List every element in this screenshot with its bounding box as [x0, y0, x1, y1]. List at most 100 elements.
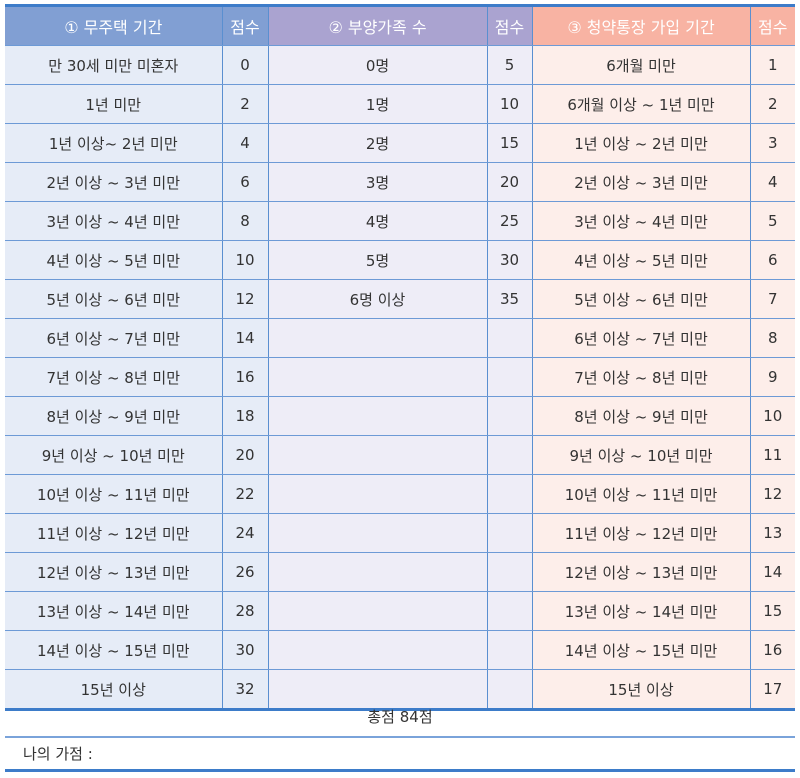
dependents-cell	[267, 591, 488, 631]
dependents-cell	[267, 474, 488, 514]
homeless-period-cell: 4년 이상 ~ 5년 미만	[5, 240, 223, 280]
dependents-cell: 3명	[267, 162, 488, 202]
homeless-period-cell: 13년 이상 ~ 14년 미만	[5, 591, 223, 631]
subscription-score-cell: 1	[749, 45, 795, 85]
dependents-cell: 0명	[267, 45, 488, 85]
homeless-score-cell: 14	[221, 318, 269, 358]
subscription-period-cell: 5년 이상 ~ 6년 미만	[531, 279, 751, 319]
table-row: 5년 이상 ~ 6년 미만 12 6명 이상 35 5년 이상 ~ 6년 미만 7	[5, 279, 795, 319]
dependents-cell: 5명	[267, 240, 488, 280]
homeless-period-cell: 10년 이상 ~ 11년 미만	[5, 474, 223, 514]
homeless-period-cell: 11년 이상 ~ 12년 미만	[5, 513, 223, 553]
table-row: 3년 이상 ~ 4년 미만 8 4명 25 3년 이상 ~ 4년 미만 5	[5, 201, 795, 241]
dependents-score-cell	[486, 435, 533, 475]
dependents-cell: 4명	[267, 201, 488, 241]
subscription-score-cell: 7	[749, 279, 795, 319]
homeless-score-cell: 20	[221, 435, 269, 475]
homeless-score-cell: 26	[221, 552, 269, 592]
table-row: 11년 이상 ~ 12년 미만 24 11년 이상 ~ 12년 미만 13	[5, 513, 795, 553]
subscription-score-cell: 3	[749, 123, 795, 163]
dependents-cell	[267, 513, 488, 553]
subscription-period-cell: 12년 이상 ~ 13년 미만	[531, 552, 751, 592]
table-row: 12년 이상 ~ 13년 미만 26 12년 이상 ~ 13년 미만 14	[5, 552, 795, 592]
subscription-score-cell: 9	[749, 357, 795, 397]
subscription-score-cell: 15	[749, 591, 795, 631]
homeless-score-cell: 16	[221, 357, 269, 397]
homeless-score-cell: 4	[221, 123, 269, 163]
table-row: 9년 이상 ~ 10년 미만 20 9년 이상 ~ 10년 미만 11	[5, 435, 795, 475]
subscription-score-cell: 11	[749, 435, 795, 475]
subscription-score-cell: 5	[749, 201, 795, 241]
table-row: 6년 이상 ~ 7년 미만 14 6년 이상 ~ 7년 미만 8	[5, 318, 795, 358]
homeless-period-cell: 8년 이상 ~ 9년 미만	[5, 396, 223, 436]
homeless-period-cell: 1년 미만	[5, 84, 223, 124]
homeless-period-cell: 6년 이상 ~ 7년 미만	[5, 318, 223, 358]
dependents-cell	[267, 669, 488, 711]
table-row: 13년 이상 ~ 14년 미만 28 13년 이상 ~ 14년 미만 15	[5, 591, 795, 631]
dependents-cell	[267, 552, 488, 592]
score-table: ① 무주택 기간 점수 ② 부양가족 수 점수 ③ 청약통장 가입 기간 점수 …	[5, 4, 795, 711]
subscription-period-cell: 8년 이상 ~ 9년 미만	[531, 396, 751, 436]
header-row: ① 무주택 기간 점수 ② 부양가족 수 점수 ③ 청약통장 가입 기간 점수	[5, 4, 795, 46]
dependents-score-cell	[486, 630, 533, 670]
homeless-score-cell: 10	[221, 240, 269, 280]
subscription-period-cell: 15년 이상	[531, 669, 751, 711]
subscription-period-cell: 4년 이상 ~ 5년 미만	[531, 240, 751, 280]
subscription-period-cell: 13년 이상 ~ 14년 미만	[531, 591, 751, 631]
dependents-score-cell: 25	[486, 201, 533, 241]
dependents-score-cell: 5	[486, 45, 533, 85]
dependents-score-cell: 30	[486, 240, 533, 280]
dependents-score-cell: 10	[486, 84, 533, 124]
homeless-score-cell: 28	[221, 591, 269, 631]
dependents-score-cell	[486, 318, 533, 358]
subscription-score-cell: 4	[749, 162, 795, 202]
homeless-period-cell: 12년 이상 ~ 13년 미만	[5, 552, 223, 592]
dependents-score-cell	[486, 513, 533, 553]
header-subscription-period: ③ 청약통장 가입 기간	[531, 4, 751, 46]
dependents-score-cell	[486, 357, 533, 397]
table-row: 14년 이상 ~ 15년 미만 30 14년 이상 ~ 15년 미만 16	[5, 630, 795, 670]
homeless-score-cell: 0	[221, 45, 269, 85]
homeless-score-cell: 18	[221, 396, 269, 436]
dependents-score-cell: 15	[486, 123, 533, 163]
dependents-cell: 2명	[267, 123, 488, 163]
homeless-score-cell: 12	[221, 279, 269, 319]
homeless-period-cell: 14년 이상 ~ 15년 미만	[5, 630, 223, 670]
dependents-score-cell	[486, 474, 533, 514]
homeless-period-cell: 만 30세 미만 미혼자	[5, 45, 223, 85]
homeless-period-cell: 1년 이상~ 2년 미만	[5, 123, 223, 163]
subscription-score-cell: 13	[749, 513, 795, 553]
homeless-score-cell: 2	[221, 84, 269, 124]
subscription-score-cell: 6	[749, 240, 795, 280]
header-subscription-score: 점수	[749, 4, 795, 46]
subscription-score-cell: 17	[749, 669, 795, 711]
homeless-period-cell: 5년 이상 ~ 6년 미만	[5, 279, 223, 319]
subscription-period-cell: 6개월 이상 ~ 1년 미만	[531, 84, 751, 124]
table-row: 2년 이상 ~ 3년 미만 6 3명 20 2년 이상 ~ 3년 미만 4	[5, 162, 795, 202]
dependents-score-cell: 20	[486, 162, 533, 202]
homeless-score-cell: 8	[221, 201, 269, 241]
total-score: 총점 84점	[5, 698, 795, 738]
table-row: 8년 이상 ~ 9년 미만 18 8년 이상 ~ 9년 미만 10	[5, 396, 795, 436]
subscription-score-cell: 10	[749, 396, 795, 436]
table-row: 15년 이상 32 15년 이상 17	[5, 669, 795, 711]
subscription-period-cell: 3년 이상 ~ 4년 미만	[531, 201, 751, 241]
dependents-cell	[267, 357, 488, 397]
homeless-period-cell: 7년 이상 ~ 8년 미만	[5, 357, 223, 397]
dependents-cell: 1명	[267, 84, 488, 124]
subscription-score-cell: 8	[749, 318, 795, 358]
dependents-cell: 6명 이상	[267, 279, 488, 319]
header-homeless-score: 점수	[221, 4, 269, 46]
homeless-period-cell: 2년 이상 ~ 3년 미만	[5, 162, 223, 202]
table-row: 1년 이상~ 2년 미만 4 2명 15 1년 이상 ~ 2년 미만 3	[5, 123, 795, 163]
table-row: 7년 이상 ~ 8년 미만 16 7년 이상 ~ 8년 미만 9	[5, 357, 795, 397]
table-row: 10년 이상 ~ 11년 미만 22 10년 이상 ~ 11년 미만 12	[5, 474, 795, 514]
subscription-period-cell: 10년 이상 ~ 11년 미만	[531, 474, 751, 514]
subscription-period-cell: 14년 이상 ~ 15년 미만	[531, 630, 751, 670]
table-row: 1년 미만 2 1명 10 6개월 이상 ~ 1년 미만 2	[5, 84, 795, 124]
homeless-score-cell: 6	[221, 162, 269, 202]
header-dependents-score: 점수	[486, 4, 533, 46]
dependents-cell	[267, 318, 488, 358]
subscription-score-cell: 14	[749, 552, 795, 592]
subscription-score-cell: 12	[749, 474, 795, 514]
